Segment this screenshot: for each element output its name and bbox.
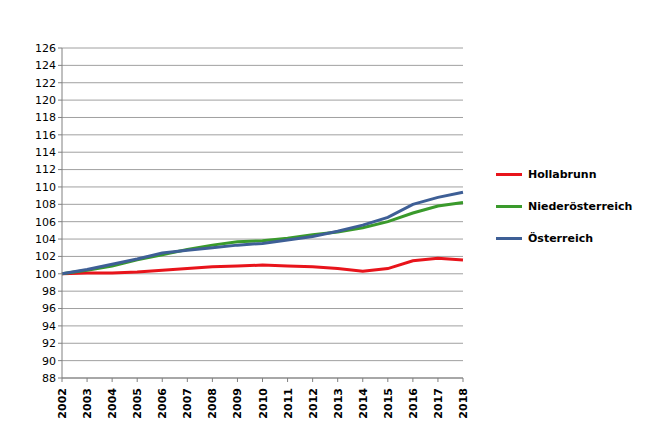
- svg-text:96: 96: [42, 302, 56, 315]
- svg-text:2006: 2006: [156, 388, 169, 419]
- svg-text:2010: 2010: [257, 388, 270, 419]
- svg-text:2017: 2017: [432, 388, 445, 419]
- svg-text:100: 100: [35, 268, 56, 281]
- svg-text:116: 116: [35, 129, 56, 142]
- html-text:Österreich: Österreich: [528, 231, 594, 245]
- svg-text:2008: 2008: [206, 388, 219, 419]
- svg-text:2012: 2012: [307, 388, 320, 419]
- svg-text:94: 94: [42, 320, 56, 333]
- svg-text:110: 110: [35, 181, 56, 194]
- svg-text:2007: 2007: [181, 388, 194, 419]
- svg-text:104: 104: [35, 233, 56, 246]
- svg-text:98: 98: [42, 285, 56, 298]
- svg-text:2002: 2002: [56, 388, 69, 419]
- svg-text:118: 118: [35, 111, 56, 124]
- svg-text:124: 124: [35, 59, 56, 72]
- svg-text:106: 106: [35, 216, 56, 229]
- svg-text:114: 114: [35, 146, 56, 159]
- svg-text:126: 126: [35, 42, 56, 55]
- svg-text:92: 92: [42, 337, 56, 350]
- html-text:Hollabrunn: Hollabrunn: [528, 167, 597, 181]
- svg-text:88: 88: [42, 372, 56, 385]
- svg-text:2014: 2014: [357, 388, 370, 419]
- svg-text:112: 112: [35, 163, 56, 176]
- svg-text:102: 102: [35, 250, 56, 263]
- html-text:Niederösterreich: Niederösterreich: [528, 199, 633, 213]
- svg-text:122: 122: [35, 77, 56, 90]
- svg-text:120: 120: [35, 94, 56, 107]
- svg-text:2005: 2005: [131, 388, 144, 419]
- svg-text:2016: 2016: [407, 388, 420, 419]
- svg-text:2009: 2009: [231, 388, 244, 419]
- svg-text:108: 108: [35, 198, 56, 211]
- svg-text:90: 90: [42, 355, 56, 368]
- svg-text:2018: 2018: [457, 388, 470, 419]
- svg-text:2013: 2013: [332, 388, 345, 419]
- svg-text:2011: 2011: [282, 388, 295, 419]
- svg-text:2015: 2015: [382, 388, 395, 419]
- svg-text:2004: 2004: [106, 388, 119, 419]
- svg-text:2003: 2003: [81, 388, 94, 419]
